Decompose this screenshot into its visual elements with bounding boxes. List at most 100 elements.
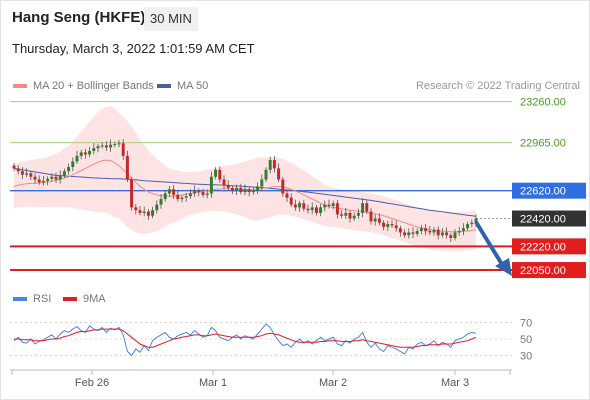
candle-body (50, 176, 54, 179)
candle-body (327, 204, 331, 206)
candle-body (155, 204, 159, 211)
candle-body (92, 148, 96, 151)
candle-body (100, 145, 104, 147)
candle-body (323, 204, 327, 208)
candle-body (373, 218, 377, 222)
candle-body (37, 179, 41, 183)
header-bar: Hang Seng (HKFE) 30 MIN (0, 0, 590, 36)
candle-body (415, 231, 419, 234)
candle-body (25, 173, 29, 175)
candle-body (264, 169, 268, 180)
candle-body (117, 143, 121, 145)
candle-body (88, 150, 92, 155)
candle-body (214, 169, 218, 177)
candle-body (403, 232, 407, 236)
candle-body (298, 203, 302, 208)
candle-body (344, 212, 348, 216)
candle-body (71, 161, 75, 168)
candle-body (20, 171, 24, 175)
copyright-label: Research © 2022 Trading Central (415, 80, 580, 92)
rsi-tick-50: 50 (520, 334, 532, 346)
candle-body (382, 222, 386, 227)
candle-body (243, 189, 247, 193)
9ma-swatch (63, 297, 77, 301)
candle-body (361, 203, 365, 213)
candle-body (142, 211, 146, 213)
legend-ma20: MA 20 + Bollinger Bands (13, 80, 154, 92)
candle-body (461, 228, 465, 232)
candle-body (138, 210, 142, 213)
candle-body (407, 232, 411, 236)
ma50-swatch (157, 84, 171, 88)
level-label-22050-00: 22050.00 (520, 265, 566, 277)
candle-body (16, 168, 20, 172)
candle-body (29, 173, 33, 177)
candle-body (176, 194, 180, 200)
candle-body (125, 155, 129, 180)
candle-body (256, 186, 260, 191)
candle-body (331, 203, 335, 206)
candle-body (419, 228, 423, 232)
legend-ma50: MA 50 (157, 80, 208, 92)
rsi-tick-30: 30 (520, 351, 532, 363)
candle-body (235, 187, 239, 191)
level-label-22620-00: 22620.00 (520, 186, 566, 198)
candle-body (222, 179, 226, 186)
legend-ma50-label: MA 50 (177, 80, 209, 92)
candle-body (432, 229, 436, 233)
legend-ma20-label: MA 20 + Bollinger Bands (33, 80, 154, 92)
candle-body (67, 167, 71, 172)
candle-body (79, 152, 83, 156)
timeframe-badge[interactable]: 30 MIN (144, 7, 198, 31)
candle-body (285, 193, 289, 198)
candle-body (218, 169, 222, 180)
candle-body (293, 204, 297, 208)
bollinger-band (14, 106, 476, 252)
candle-body (58, 175, 62, 180)
candle-body (201, 192, 205, 195)
level-tag-22050-00 (512, 262, 586, 279)
candle-body (457, 231, 461, 233)
candle-body (109, 144, 113, 148)
candle-body (184, 196, 188, 198)
level-label-22220-00: 22220.00 (520, 241, 566, 253)
rsi-swatch (13, 297, 27, 301)
candle-body (188, 193, 192, 197)
candle-body (335, 203, 339, 215)
candle-body (310, 207, 314, 211)
candle-body (340, 214, 344, 216)
candle-body (449, 235, 453, 239)
candle-body (428, 231, 432, 233)
candle-body (159, 199, 163, 205)
candle-body (163, 193, 167, 200)
candle-body (247, 189, 251, 193)
x-tick-label: Mar 3 (441, 377, 469, 389)
candle-body (75, 155, 79, 162)
level-tag-22220-00 (512, 238, 586, 255)
ma20-swatch (13, 84, 27, 88)
rsi-series-9ma (14, 328, 477, 348)
candle-body (440, 232, 444, 236)
candle-body (96, 146, 100, 149)
legend-rsi: RSI (13, 293, 51, 305)
candle-body (54, 176, 58, 180)
candle-body (268, 160, 272, 170)
candle-body (424, 228, 428, 232)
candle-body (445, 232, 449, 236)
candle-body (12, 165, 16, 169)
candle-body (230, 187, 234, 191)
datetime-label: Thursday, March 3, 2022 1:01:59 AM CET (12, 41, 255, 56)
candle-body (209, 176, 213, 194)
candle-body (167, 189, 171, 194)
legend-9ma-label: 9MA (83, 293, 106, 305)
candle-body (394, 225, 398, 229)
candle-body (306, 208, 310, 211)
level-label-22965-00: 22965.00 (520, 138, 566, 150)
candle-body (226, 185, 230, 188)
candle-body (365, 203, 369, 212)
candle-body (33, 176, 37, 180)
candle-body (113, 144, 117, 146)
candle-body (41, 180, 45, 183)
candle-body (193, 190, 197, 194)
